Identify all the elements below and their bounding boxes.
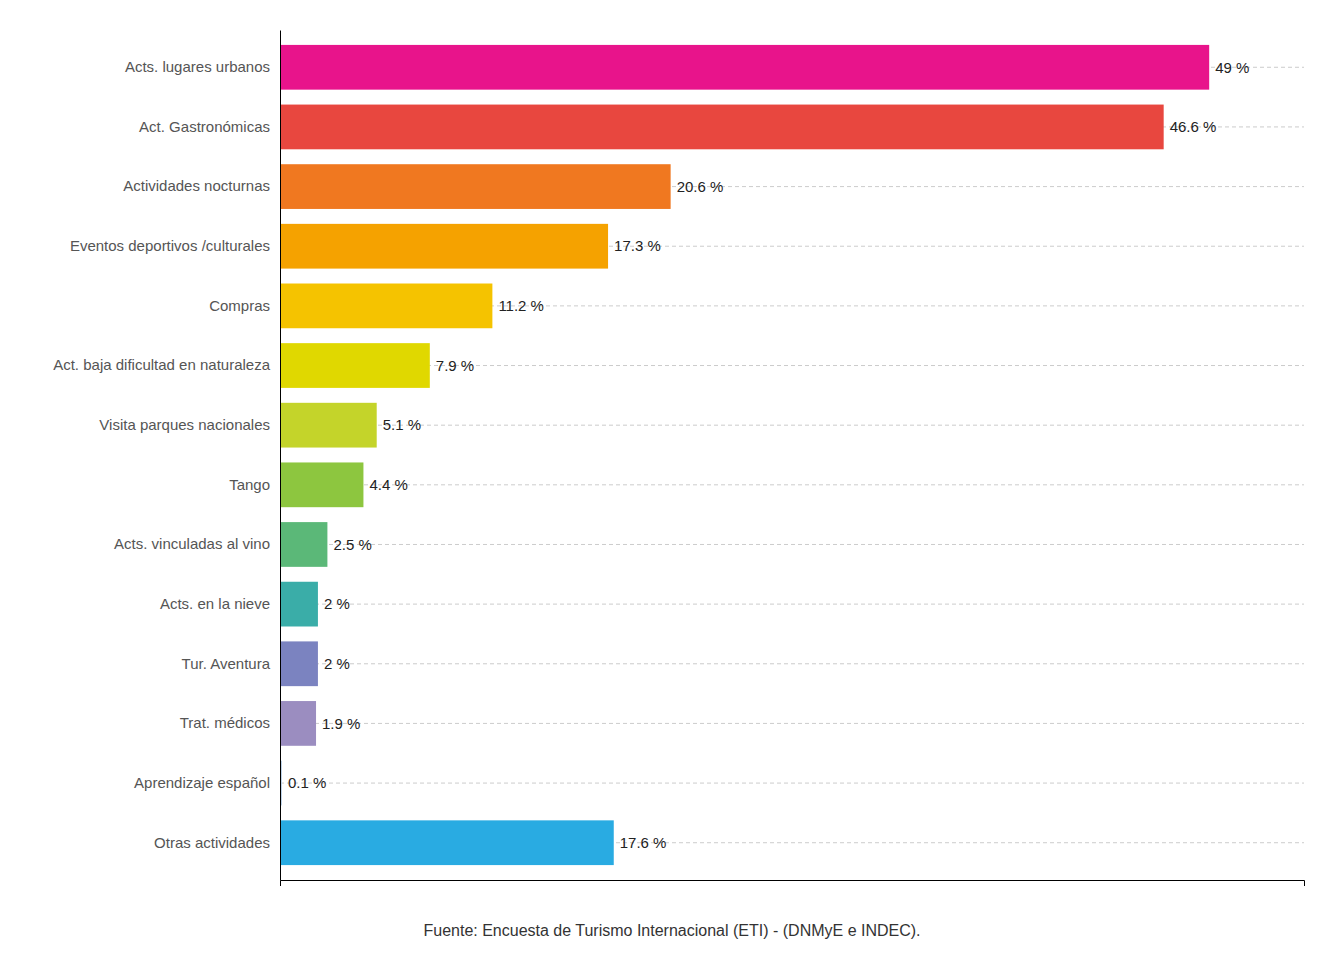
bar [280, 45, 1209, 90]
bar [280, 105, 1164, 150]
data-label: 5.1 % [383, 416, 421, 433]
y-tick-label: Tango [229, 476, 270, 493]
grid-line [280, 783, 1304, 784]
y-tick-label: Otras actividades [154, 834, 270, 851]
bar [280, 522, 327, 567]
data-label: 49 % [1215, 59, 1249, 76]
grid-line [280, 484, 1304, 485]
bar [280, 403, 377, 448]
data-label: 1.9 % [322, 715, 360, 732]
grid-line [280, 365, 1304, 366]
y-tick: Visita parques nacionales [99, 416, 280, 433]
bar [280, 284, 492, 329]
grid-line [280, 544, 1304, 545]
y-tick: Trat. médicos [180, 714, 280, 731]
grid-line [280, 604, 1304, 605]
grid-line [280, 723, 1304, 724]
bar [280, 224, 608, 269]
y-tick: Acts. vinculadas al vino [114, 535, 280, 552]
data-label: 2.5 % [333, 536, 371, 553]
y-tick-label: Acts. en la nieve [160, 595, 270, 612]
y-tick-label: Acts. vinculadas al vino [114, 535, 270, 552]
bar [280, 582, 318, 627]
x-axis [281, 881, 1305, 887]
grid-line [280, 663, 1304, 664]
y-tick-label: Act. baja dificultad en naturaleza [53, 356, 270, 373]
data-label: 0.1 % [288, 774, 326, 791]
bar [280, 462, 363, 507]
data-label: 2 % [324, 655, 350, 672]
y-axis: Otras actividades Aprendizaje español Trat… [53, 31, 280, 881]
plot: 17.6 % 0.1 % 1.9 % 2 % 2 % 2.5 % 4.4 % 5.1 % 7.9… [53, 31, 1304, 887]
data-label: 2 % [324, 595, 350, 612]
y-tick: Tango [229, 476, 280, 493]
data-labels: 17.6 % 0.1 % 1.9 % 2 % 2 % 2.5 % 4.4 % 5.1 % 7.9… [288, 59, 1249, 851]
grid [280, 67, 1304, 842]
y-tick: Tur. Aventura [182, 655, 280, 672]
y-tick-label: Aprendizaje español [134, 774, 270, 791]
y-tick: Acts. lugares urbanos [125, 58, 280, 75]
chart: 17.6 % 0.1 % 1.9 % 2 % 2 % 2.5 % 4.4 % 5.1 % 7.9… [0, 0, 1344, 960]
data-label: 7.9 % [436, 357, 474, 374]
bar [280, 701, 316, 746]
y-tick: Actividades nocturnas [123, 177, 280, 194]
grid-line [280, 425, 1304, 426]
y-tick-label: Tur. Aventura [182, 655, 271, 672]
y-tick-label: Acts. lugares urbanos [125, 58, 270, 75]
data-label: 17.3 % [614, 237, 661, 254]
y-tick: Compras [209, 297, 280, 314]
bar [280, 164, 671, 209]
bars [280, 45, 1209, 865]
y-tick: Act. Gastronómicas [139, 118, 280, 135]
y-tick-label: Act. Gastronómicas [139, 118, 270, 135]
y-tick-label: Trat. médicos [180, 714, 270, 731]
y-tick-label: Visita parques nacionales [99, 416, 270, 433]
data-label: 20.6 % [677, 178, 724, 195]
data-label: 17.6 % [620, 834, 667, 851]
bar [280, 641, 318, 686]
y-tick: Aprendizaje español [134, 774, 280, 791]
data-label: 11.2 % [498, 297, 544, 314]
y-tick-label: Actividades nocturnas [123, 177, 270, 194]
y-tick-label: Eventos deportivos /culturales [70, 237, 270, 254]
bar [280, 820, 614, 865]
footer: Fuente: Encuesta de Turismo Internaciona… [423, 922, 920, 939]
y-tick: Otras actividades [154, 834, 280, 851]
y-axis-line [280, 31, 281, 881]
x-axis-line [281, 881, 1305, 887]
y-tick: Acts. en la nieve [160, 595, 280, 612]
data-label: 4.4 % [369, 476, 407, 493]
y-tick: Act. baja dificultad en naturaleza [53, 356, 280, 373]
data-label: 46.6 % [1170, 118, 1217, 135]
bar [280, 343, 430, 388]
y-tick-label: Compras [209, 297, 270, 314]
y-tick: Eventos deportivos /culturales [70, 237, 280, 254]
